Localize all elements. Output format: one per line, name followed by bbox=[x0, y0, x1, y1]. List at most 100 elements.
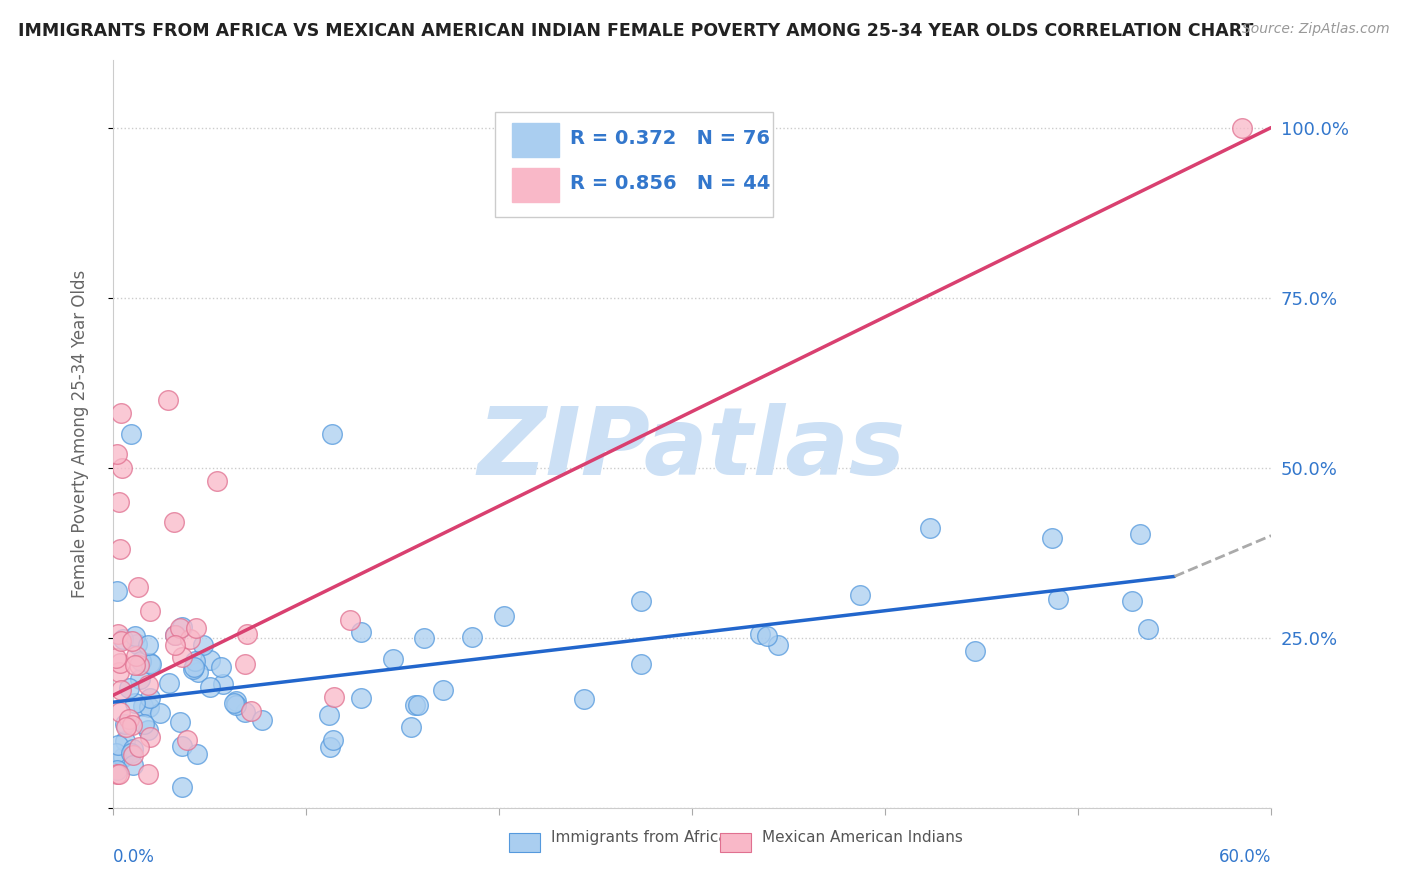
Point bbox=[114, 733, 136, 747]
Text: Mexican American Indians: Mexican American Indians bbox=[762, 830, 963, 846]
Point bbox=[170, 780, 193, 795]
Point bbox=[198, 680, 221, 694]
Point bbox=[138, 678, 160, 692]
Point bbox=[125, 637, 148, 651]
Point bbox=[120, 746, 142, 760]
Point bbox=[630, 657, 652, 671]
Point bbox=[118, 712, 141, 726]
Point bbox=[184, 655, 207, 669]
Point bbox=[159, 676, 181, 690]
Point bbox=[156, 392, 179, 407]
Text: Source: ZipAtlas.com: Source: ZipAtlas.com bbox=[1241, 22, 1389, 37]
Point bbox=[111, 632, 134, 646]
Point bbox=[572, 692, 595, 706]
Point bbox=[322, 690, 344, 704]
Point bbox=[108, 656, 131, 670]
Text: Immigrants from Africa: Immigrants from Africa bbox=[551, 830, 728, 846]
Point bbox=[233, 657, 256, 671]
Point bbox=[115, 720, 138, 734]
Point bbox=[131, 654, 153, 668]
Point bbox=[128, 740, 150, 755]
Point bbox=[321, 426, 343, 441]
Point bbox=[1129, 527, 1152, 541]
Point bbox=[404, 698, 426, 712]
Point bbox=[339, 613, 361, 627]
Point bbox=[172, 650, 194, 665]
Point bbox=[225, 698, 247, 713]
Point bbox=[1230, 120, 1253, 135]
Point bbox=[250, 713, 273, 727]
Point bbox=[104, 651, 127, 665]
Point bbox=[110, 682, 132, 697]
Point bbox=[183, 659, 205, 673]
Point bbox=[918, 520, 941, 534]
Point bbox=[138, 731, 160, 745]
Point bbox=[432, 683, 454, 698]
Point bbox=[110, 633, 132, 648]
Point bbox=[186, 747, 208, 761]
Point bbox=[125, 649, 148, 664]
Point bbox=[110, 406, 132, 420]
Point bbox=[105, 447, 128, 461]
Point bbox=[105, 766, 128, 780]
Point bbox=[406, 698, 429, 713]
Point bbox=[1121, 594, 1143, 608]
Point bbox=[630, 594, 652, 608]
Point bbox=[108, 705, 131, 719]
Point bbox=[461, 630, 484, 644]
Point bbox=[225, 694, 247, 708]
FancyBboxPatch shape bbox=[495, 112, 773, 217]
Point bbox=[139, 656, 162, 670]
Point bbox=[136, 766, 159, 780]
Point bbox=[187, 665, 209, 680]
Point bbox=[399, 720, 422, 734]
Point bbox=[149, 706, 172, 720]
Point bbox=[114, 717, 136, 731]
Point bbox=[1136, 622, 1159, 636]
Text: R = 0.856   N = 44: R = 0.856 N = 44 bbox=[571, 174, 770, 193]
Point bbox=[107, 738, 129, 752]
Point bbox=[186, 622, 208, 636]
Point bbox=[105, 584, 128, 599]
Point bbox=[172, 739, 194, 753]
Point bbox=[756, 629, 779, 643]
Point bbox=[124, 630, 146, 644]
Point bbox=[492, 609, 515, 624]
Text: R = 0.372   N = 76: R = 0.372 N = 76 bbox=[571, 128, 770, 148]
Text: 0.0%: 0.0% bbox=[112, 847, 155, 866]
Point bbox=[191, 638, 214, 652]
Point bbox=[124, 697, 146, 711]
Y-axis label: Female Poverty Among 25-34 Year Olds: Female Poverty Among 25-34 Year Olds bbox=[72, 269, 89, 598]
Point bbox=[163, 515, 186, 529]
Point bbox=[124, 657, 146, 672]
Point bbox=[318, 708, 340, 723]
Point bbox=[413, 631, 436, 645]
Point bbox=[322, 732, 344, 747]
Point bbox=[122, 758, 145, 772]
Point bbox=[136, 639, 159, 653]
Point bbox=[183, 662, 205, 676]
Bar bbox=[512, 168, 558, 202]
Point bbox=[111, 460, 134, 475]
Point bbox=[163, 628, 186, 642]
Text: IMMIGRANTS FROM AFRICA VS MEXICAN AMERICAN INDIAN FEMALE POVERTY AMONG 25-34 YEA: IMMIGRANTS FROM AFRICA VS MEXICAN AMERIC… bbox=[18, 22, 1254, 40]
Point bbox=[172, 620, 194, 634]
Point bbox=[118, 681, 141, 695]
Text: ZIPatlas: ZIPatlas bbox=[478, 402, 905, 494]
Point bbox=[1040, 531, 1063, 545]
Point bbox=[198, 653, 221, 667]
Point bbox=[163, 638, 186, 652]
Point bbox=[169, 621, 191, 635]
Point bbox=[205, 474, 228, 488]
Point bbox=[350, 625, 373, 640]
Point bbox=[108, 766, 131, 780]
Text: 60.0%: 60.0% bbox=[1219, 847, 1271, 866]
Point bbox=[134, 717, 156, 731]
Point bbox=[165, 628, 187, 642]
Point bbox=[112, 749, 135, 764]
Point bbox=[138, 690, 160, 705]
Point bbox=[209, 660, 232, 674]
Point bbox=[169, 715, 191, 730]
Point bbox=[965, 644, 987, 658]
Bar bbox=[512, 123, 558, 157]
